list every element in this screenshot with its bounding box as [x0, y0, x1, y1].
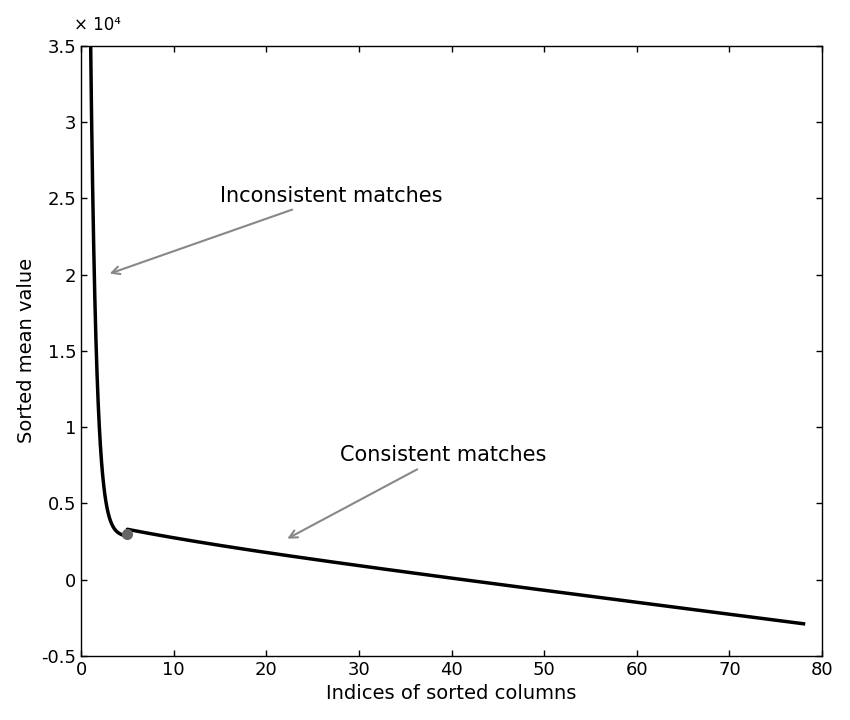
Text: Inconsistent matches: Inconsistent matches — [112, 186, 443, 274]
Y-axis label: Sorted mean value: Sorted mean value — [17, 258, 36, 444]
X-axis label: Indices of sorted columns: Indices of sorted columns — [326, 684, 577, 703]
Text: Consistent matches: Consistent matches — [289, 445, 547, 538]
Text: × 10⁴: × 10⁴ — [74, 16, 121, 34]
